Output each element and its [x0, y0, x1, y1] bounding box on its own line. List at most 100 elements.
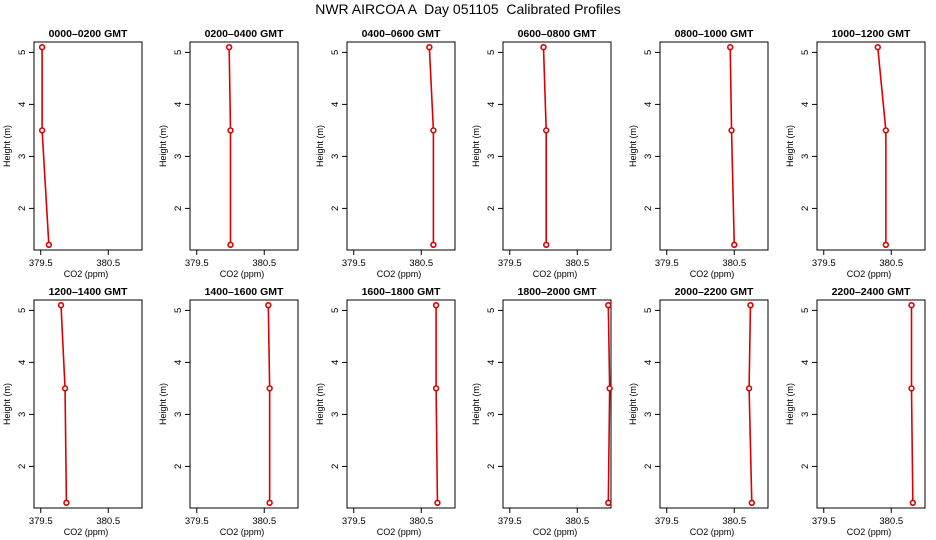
x-axis-label: CO2 (ppm)	[220, 269, 265, 279]
profile-point	[542, 127, 550, 134]
panel-title: 1200–1400 GMT	[49, 286, 128, 298]
x-tick-label: 380.5	[565, 516, 589, 527]
panel-title: 0600–0800 GMT	[518, 28, 597, 40]
y-tick-label: 3	[173, 154, 184, 159]
y-tick-label: 4	[330, 360, 341, 365]
profile-point	[430, 241, 437, 249]
y-tick-label: 2	[800, 464, 811, 469]
profile-point	[38, 43, 46, 51]
x-axis-label: CO2 (ppm)	[64, 269, 109, 279]
y-axis-label: Height (m)	[315, 125, 325, 167]
x-axis-label: CO2 (ppm)	[64, 527, 109, 537]
y-tick-label: 3	[173, 412, 184, 417]
y-tick-label: 5	[800, 50, 811, 55]
panel-title: 2200–2400 GMT	[832, 286, 911, 298]
y-axis-label: Height (m)	[628, 383, 638, 425]
profile-point	[63, 499, 70, 506]
x-axis-label: CO2 (ppm)	[847, 527, 892, 537]
y-axis-label: Height (m)	[785, 125, 795, 167]
profile-point	[61, 385, 69, 392]
y-axis-label: Height (m)	[785, 383, 795, 425]
plot-frame	[33, 299, 143, 509]
profile-line	[607, 305, 611, 503]
plot-frame	[659, 41, 769, 251]
y-tick-label: 2	[643, 206, 654, 211]
profile-point	[745, 385, 753, 392]
y-tick-label: 4	[330, 102, 341, 107]
x-axis-label: CO2 (ppm)	[690, 269, 735, 279]
plot-frame	[33, 41, 143, 251]
x-tick-label: 380.5	[722, 516, 746, 527]
x-tick-label: 380.5	[252, 516, 276, 527]
y-tick-label: 3	[330, 412, 341, 417]
profile-point	[605, 302, 612, 309]
profile-point	[606, 385, 613, 392]
x-tick-label: 379.5	[498, 516, 522, 527]
y-tick-label: 4	[800, 360, 811, 365]
y-tick-label: 5	[643, 50, 654, 55]
panel-title: 0200–0400 GMT	[205, 28, 284, 40]
profile-point	[227, 127, 234, 134]
plot-frame	[346, 41, 456, 251]
y-tick-label: 4	[486, 360, 497, 365]
x-tick-label: 380.5	[879, 258, 903, 269]
profile-point	[731, 241, 738, 249]
y-axis-label: Height (m)	[628, 125, 638, 167]
plot-frame	[502, 299, 612, 509]
y-tick-label: 5	[173, 308, 184, 313]
x-tick-label: 379.5	[498, 258, 522, 269]
plot-frame	[189, 41, 299, 251]
profile-line	[41, 47, 50, 245]
profile-point	[540, 43, 547, 51]
y-axis-label: Height (m)	[471, 125, 481, 167]
y-tick-label: 2	[643, 464, 654, 469]
panel-title: 2000–2200 GMT	[675, 286, 754, 298]
x-tick-label: 380.5	[879, 516, 903, 527]
x-axis-label: CO2 (ppm)	[377, 269, 422, 279]
y-tick-label: 2	[486, 464, 497, 469]
x-axis-label: CO2 (ppm)	[690, 527, 735, 537]
y-tick-label: 5	[17, 50, 28, 55]
x-axis-label: CO2 (ppm)	[377, 527, 422, 537]
profile-point	[45, 241, 53, 249]
y-tick-label: 2	[486, 206, 497, 211]
y-tick-label: 3	[486, 154, 497, 159]
profile-point	[882, 127, 890, 134]
y-tick-label: 4	[173, 360, 184, 365]
profile-line	[748, 305, 753, 503]
panel-title: 1400–1600 GMT	[205, 286, 284, 298]
profile-point	[266, 385, 273, 392]
y-tick-label: 4	[17, 102, 28, 107]
x-tick-label: 379.5	[655, 516, 679, 527]
profile-point	[265, 302, 272, 309]
panel-title: 0000–0200 GMT	[49, 28, 128, 40]
y-tick-label: 5	[486, 308, 497, 313]
y-axis-label: Height (m)	[2, 125, 12, 167]
profile-line	[60, 305, 68, 503]
profile-line	[428, 47, 435, 245]
plot-frame	[659, 299, 769, 509]
y-tick-label: 2	[330, 206, 341, 211]
y-tick-label: 2	[173, 464, 184, 469]
y-tick-label: 4	[173, 102, 184, 107]
profile-line	[876, 47, 887, 245]
profile-point	[726, 43, 734, 51]
x-tick-label: 379.5	[342, 516, 366, 527]
profile-point	[225, 43, 233, 51]
x-tick-label: 380.5	[409, 516, 433, 527]
y-tick-label: 4	[800, 102, 811, 107]
y-tick-label: 3	[17, 154, 28, 159]
y-tick-label: 3	[643, 412, 654, 417]
y-tick-label: 3	[800, 154, 811, 159]
y-axis-label: Height (m)	[471, 383, 481, 425]
y-tick-label: 3	[643, 154, 654, 159]
x-tick-label: 380.5	[565, 258, 589, 269]
